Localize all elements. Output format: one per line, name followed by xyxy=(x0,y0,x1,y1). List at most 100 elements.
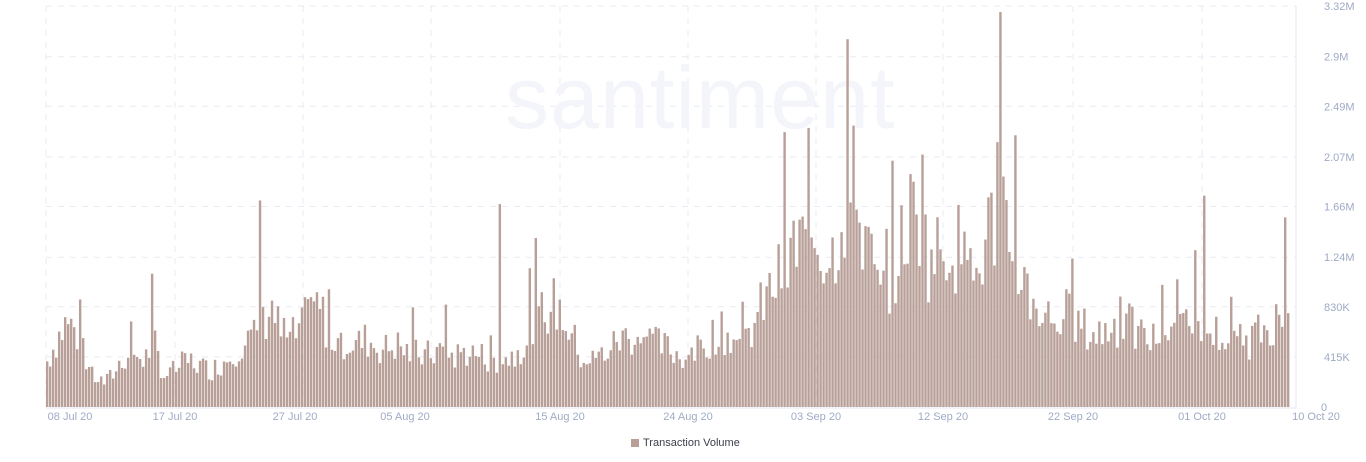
bar xyxy=(1167,340,1170,407)
svg-text:1.24M: 1.24M xyxy=(1324,252,1355,264)
bar xyxy=(1164,335,1167,407)
bar xyxy=(384,334,388,407)
bar xyxy=(1170,326,1173,407)
bar xyxy=(1029,319,1032,407)
bar xyxy=(1221,342,1224,407)
bar xyxy=(432,363,436,407)
bar xyxy=(1122,338,1125,407)
bar xyxy=(954,293,957,407)
bar xyxy=(1023,267,1026,407)
bar xyxy=(342,359,346,407)
bar xyxy=(276,306,280,407)
chart-legend[interactable]: Transaction Volume xyxy=(631,437,740,449)
svg-text:08 Jul 20: 08 Jul 20 xyxy=(48,411,93,423)
bar xyxy=(738,338,741,407)
bar xyxy=(720,311,723,407)
bar xyxy=(993,265,996,407)
bar xyxy=(1206,333,1209,407)
bar xyxy=(357,330,361,407)
bar xyxy=(255,330,259,407)
bar xyxy=(1152,323,1155,407)
bar xyxy=(963,231,966,407)
bar xyxy=(345,353,349,407)
bar xyxy=(831,237,834,407)
bar xyxy=(390,350,394,407)
bar xyxy=(900,205,903,407)
bar xyxy=(888,313,891,407)
bar xyxy=(546,333,549,407)
bar xyxy=(1017,294,1020,407)
bar xyxy=(459,352,463,407)
bar xyxy=(765,286,768,407)
bar xyxy=(909,174,912,407)
bar xyxy=(822,283,825,407)
bar xyxy=(405,343,409,407)
bar xyxy=(801,216,804,407)
bar xyxy=(1095,343,1098,407)
bar xyxy=(636,336,639,407)
bar xyxy=(630,354,633,407)
bar xyxy=(582,362,585,407)
bar xyxy=(501,364,505,407)
bar xyxy=(222,361,226,407)
bar xyxy=(270,300,274,407)
bar xyxy=(1080,328,1083,407)
bar xyxy=(417,357,421,407)
svg-text:01 Oct 20: 01 Oct 20 xyxy=(1178,411,1226,423)
bar xyxy=(456,344,460,407)
bar xyxy=(567,339,570,407)
bar xyxy=(378,363,382,407)
bar xyxy=(1074,341,1077,407)
bar xyxy=(1224,349,1227,407)
bar xyxy=(663,333,666,407)
bar xyxy=(531,344,535,407)
bar xyxy=(423,349,427,407)
bar xyxy=(468,356,472,407)
bar xyxy=(1005,200,1008,407)
bar xyxy=(231,364,235,407)
bar xyxy=(240,358,244,407)
bar xyxy=(624,328,627,407)
bar xyxy=(195,372,199,407)
bar xyxy=(837,270,840,407)
bar xyxy=(858,222,861,407)
bar xyxy=(876,269,879,407)
svg-text:1.66M: 1.66M xyxy=(1324,202,1355,214)
bar xyxy=(1035,308,1038,407)
bar xyxy=(585,364,588,407)
bar xyxy=(246,330,250,407)
bar xyxy=(693,360,696,407)
bar xyxy=(1182,312,1185,407)
bar xyxy=(207,379,211,407)
legend-swatch-icon xyxy=(631,439,639,447)
bar xyxy=(243,345,247,407)
bar xyxy=(1275,304,1278,407)
bar xyxy=(150,273,154,407)
bar xyxy=(597,351,600,407)
svg-text:415K: 415K xyxy=(1324,352,1350,364)
bar xyxy=(696,335,699,407)
bar xyxy=(132,354,136,407)
bar xyxy=(1128,303,1131,407)
bar xyxy=(489,335,493,407)
bar xyxy=(441,346,445,407)
bar xyxy=(633,344,636,407)
bar xyxy=(114,371,118,407)
bar xyxy=(606,358,609,407)
bar xyxy=(1227,343,1230,407)
bar xyxy=(681,367,684,407)
bar xyxy=(552,278,555,407)
bar xyxy=(324,347,328,407)
bar xyxy=(1050,323,1053,407)
bar xyxy=(1266,330,1269,407)
bar xyxy=(690,347,693,407)
bar xyxy=(750,347,753,407)
bar xyxy=(990,192,993,407)
bar xyxy=(153,330,157,407)
bar xyxy=(984,239,987,407)
bar xyxy=(1140,319,1143,407)
bar xyxy=(348,352,352,407)
bar xyxy=(1284,217,1287,407)
svg-text:27 Jul 20: 27 Jul 20 xyxy=(273,411,318,423)
bar xyxy=(1107,341,1110,407)
